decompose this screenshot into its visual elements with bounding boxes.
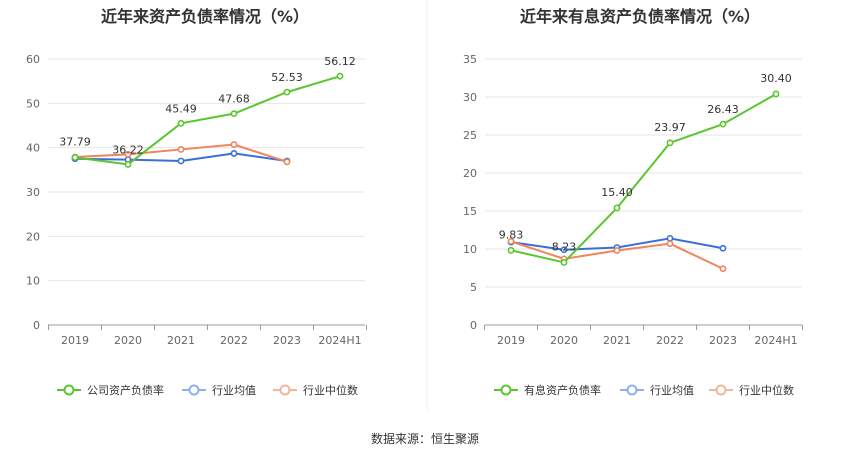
legend-item[interactable]: 有息资产负债率: [494, 383, 601, 397]
legend-marker: [715, 384, 727, 396]
data-point: [613, 247, 621, 254]
chart-title: 近年来有息资产负债率情况（%）: [520, 7, 760, 26]
data-point: [177, 119, 185, 127]
chart-panel-2: 近年来有息资产负债率情况（%） 0 5 10 15 20 25 30 35 2019 2020 202…: [463, 7, 803, 397]
y-tick-label: 0: [33, 319, 40, 332]
legend-item[interactable]: 行业均值: [620, 384, 694, 397]
data-label: 45.49: [165, 102, 197, 115]
x-tick-label: 2023: [709, 334, 737, 347]
x-tick-label: 2021: [167, 334, 195, 347]
data-label: 30.40: [760, 72, 792, 85]
y-tick-label: 50: [26, 97, 40, 110]
data-point: [71, 154, 79, 161]
data-point: [177, 157, 185, 165]
chart-title: 近年来资产负债率情况（%）: [101, 7, 309, 26]
y-tick-label: 10: [26, 275, 40, 288]
data-label: 9.83: [499, 228, 524, 241]
y-tick-label: 30: [463, 91, 477, 104]
data-label: 15.40: [601, 186, 633, 199]
data-point: [507, 246, 515, 254]
data-point: [230, 141, 238, 148]
data-label: 23.97: [654, 121, 686, 134]
legend-marker: [279, 384, 291, 396]
legend-marker: [188, 384, 200, 396]
data-point: [283, 158, 291, 166]
x-tick-label: 2022: [220, 334, 248, 347]
data-point: [230, 150, 238, 157]
data-label: 36.22: [112, 143, 144, 156]
y-tick-label: 5: [470, 281, 477, 294]
y-tick-label: 35: [463, 53, 477, 66]
data-label: 26.43: [707, 103, 739, 116]
legend-item[interactable]: 公司资产负债率: [57, 383, 164, 397]
legend-label: 有息资产负债率: [524, 383, 601, 397]
y-tick-label: 25: [463, 129, 477, 142]
legend-label: 行业中位数: [739, 383, 794, 397]
legend-marker: [500, 384, 512, 396]
data-point: [124, 150, 132, 158]
y-tick-label: 15: [463, 205, 477, 218]
legend-item[interactable]: 行业均值: [182, 384, 256, 397]
x-tick-label: 2020: [550, 334, 578, 347]
x-tick-label: 2023: [273, 334, 301, 347]
x-tick-label: 2024H1: [318, 334, 361, 347]
data-point: [772, 90, 780, 98]
data-point: [507, 237, 515, 245]
data-point: [613, 204, 621, 212]
data-label: 47.68: [218, 93, 250, 106]
data-point: [124, 161, 132, 168]
data-point: [666, 234, 674, 242]
legend-label: 行业均值: [650, 384, 694, 397]
legend-label: 行业均值: [212, 384, 256, 397]
data-point: [719, 244, 727, 252]
legend-marker: [63, 384, 75, 396]
data-label: 56.12: [324, 55, 356, 68]
series-line-green: [74, 75, 341, 166]
y-tick-label: 20: [26, 230, 40, 243]
data-label: 52.53: [271, 71, 303, 84]
x-tick-label: 2024H1: [754, 334, 797, 347]
data-label: 37.79: [59, 135, 91, 148]
data-label: 8.23: [552, 240, 577, 253]
legend-item[interactable]: 行业中位数: [709, 383, 794, 397]
legend-item[interactable]: 行业中位数: [273, 383, 358, 397]
data-point: [666, 139, 674, 147]
x-tick-label: 2021: [603, 334, 631, 347]
data-point: [719, 265, 727, 273]
y-tick-label: 40: [26, 142, 40, 155]
x-tick-label: 2020: [114, 334, 142, 347]
legend-marker: [626, 384, 638, 396]
y-tick-label: 60: [26, 53, 40, 66]
data-point: [230, 110, 238, 118]
x-tick-label: 2019: [61, 334, 89, 347]
y-tick-label: 30: [26, 186, 40, 199]
legend-label: 公司资产负债率: [87, 383, 164, 397]
data-point: [560, 246, 568, 254]
x-tick-label: 2022: [656, 334, 684, 347]
data-point: [560, 259, 568, 266]
data-point: [336, 72, 344, 80]
x-tick-label: 2019: [497, 334, 525, 347]
y-tick-label: 20: [463, 167, 477, 180]
y-tick-label: 0: [470, 319, 477, 332]
data-source: 数据来源：恒生聚源: [371, 431, 479, 446]
chart-panel-1: 近年来资产负债率情况（%） 0 10 20 30 40 50 60 2019 2020 2021 20…: [26, 7, 367, 397]
data-point: [177, 146, 185, 153]
series-line-green: [510, 93, 777, 264]
y-tick-label: 10: [463, 243, 477, 256]
data-point: [719, 120, 727, 128]
legend-label: 行业中位数: [303, 383, 358, 397]
data-point: [666, 240, 674, 248]
data-point: [283, 88, 291, 96]
